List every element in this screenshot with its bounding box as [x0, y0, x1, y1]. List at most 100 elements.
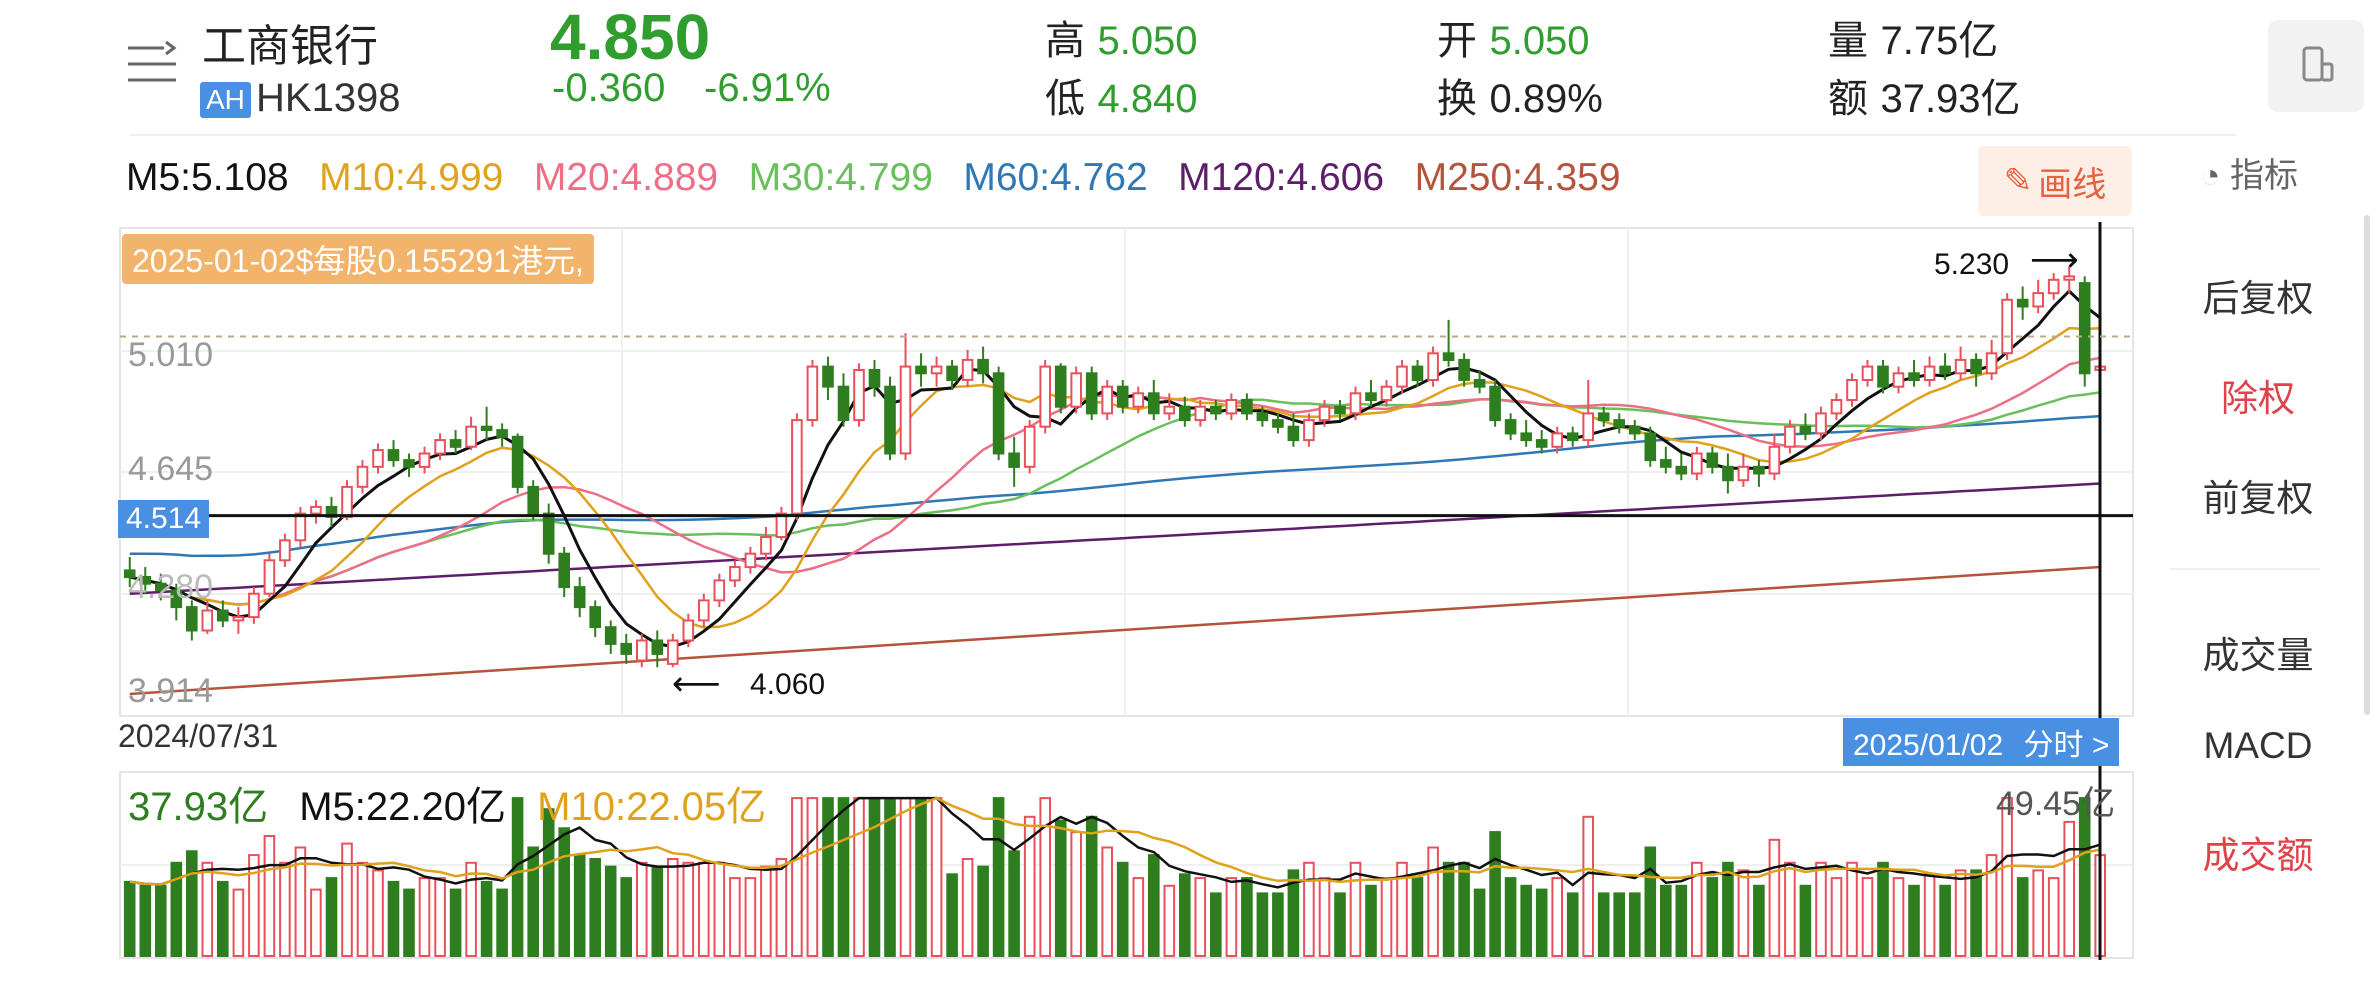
candle-body — [1768, 445, 1781, 475]
candle-body — [915, 365, 927, 375]
volume-bar — [542, 808, 555, 958]
ma60-value: M60:4.762 — [963, 156, 1148, 199]
ma250-value: M250:4.359 — [1414, 156, 1621, 199]
y-tick-3914: 3.914 — [128, 672, 214, 710]
candle-body — [698, 599, 710, 622]
volume-bar — [1892, 877, 1905, 957]
volume-bar — [1597, 892, 1610, 958]
candle-body — [496, 429, 508, 438]
side-item-ex-rights[interactable]: 除权 — [2221, 378, 2295, 419]
ma10-value: M10:4.999 — [319, 156, 504, 199]
open-label: 开 — [1437, 19, 1477, 63]
volume-bar — [480, 880, 493, 958]
volume-bar — [1070, 831, 1083, 957]
ah-badge[interactable]: AH — [200, 82, 251, 118]
volume-bar — [1473, 888, 1486, 957]
draw-line-button[interactable]: ✎ 画线 — [1978, 146, 2132, 216]
volume-bar — [1504, 877, 1517, 957]
volume-bar — [729, 877, 741, 957]
candle-body — [620, 642, 633, 655]
m10-line — [129, 326, 2101, 629]
side-scrollbar[interactable] — [2364, 215, 2370, 715]
volume-bar — [139, 884, 152, 957]
candle-body — [1660, 459, 1672, 468]
volume-bar — [310, 888, 322, 957]
candle-body — [1892, 372, 1905, 388]
candle-body — [2078, 282, 2091, 375]
volume-bar — [1256, 892, 1269, 958]
volume-bar — [341, 842, 353, 957]
candle-body — [604, 626, 617, 645]
volume-bar — [682, 861, 695, 957]
candle-body — [682, 619, 695, 642]
volume-bar — [2032, 869, 2045, 958]
candle-body — [946, 365, 958, 382]
volume-bar — [853, 797, 865, 957]
volume-bar — [1163, 884, 1176, 957]
volume-bar — [217, 880, 229, 958]
ma20-value: M20:4.889 — [533, 156, 719, 199]
volume-bar — [1520, 884, 1533, 957]
m30-line — [129, 391, 2101, 606]
volume-bar — [1923, 873, 1936, 957]
volume-bar — [604, 865, 617, 957]
min-arrow-icon: ⟵ — [672, 665, 721, 703]
turnover-label: 换 — [1437, 77, 1477, 121]
candle-body — [2016, 298, 2029, 308]
landscape-toggle-button[interactable] — [2268, 20, 2364, 112]
candle-body — [1985, 352, 1998, 375]
side-item-amount[interactable]: 成交额 — [2202, 835, 2314, 876]
candles — [123, 266, 2106, 668]
candle-body — [123, 569, 136, 579]
cursor-date-badge[interactable]: 2025/01/02 分时 > — [1843, 718, 2120, 766]
volume-bar — [2001, 797, 2013, 957]
fenshi-link[interactable]: 分时 > — [2023, 729, 2110, 762]
candle-body — [1303, 419, 1315, 442]
candle-body — [1132, 392, 1145, 408]
volume-bar — [2047, 877, 2060, 957]
candle-body — [1039, 365, 1052, 428]
volume-bar — [1380, 877, 1393, 957]
candle-body — [1535, 439, 1548, 448]
volume-bar — [992, 797, 1005, 957]
volume-bar — [1365, 884, 1377, 957]
candle-body — [403, 459, 415, 468]
candle-body — [310, 505, 322, 515]
side-item-forward-adjusted[interactable]: 前复权 — [2202, 478, 2314, 519]
candle-body — [1070, 372, 1083, 408]
amount-value: 37.93亿 — [1880, 77, 2021, 121]
indicator-button[interactable]: ◔ 指标 — [2200, 148, 2298, 197]
high-value: 5.050 — [1097, 19, 1198, 63]
candle-body — [1008, 452, 1020, 468]
candle-body — [139, 576, 152, 585]
candle-body — [1163, 405, 1176, 415]
volume-label: 量 — [1828, 19, 1868, 63]
volume-bar — [744, 877, 757, 957]
menu-icon[interactable] — [126, 40, 178, 88]
volume-bar — [294, 846, 307, 957]
volume-bar — [1768, 838, 1781, 957]
price-change: -0.360 — [552, 66, 666, 110]
side-item-back-adjusted[interactable]: 后复权 — [2202, 278, 2314, 319]
candle-body — [1644, 432, 1657, 462]
m120-line — [129, 482, 2101, 595]
volume-bar — [1737, 869, 1750, 958]
volume-max-label: 49.45亿 — [1996, 785, 2116, 823]
candle-body — [1489, 385, 1501, 422]
volume-bar — [1210, 892, 1222, 958]
candle-body — [263, 559, 276, 595]
volume-bar — [899, 797, 912, 957]
candle-body — [1520, 432, 1533, 442]
m250-line — [129, 565, 2101, 696]
volume-bar — [1644, 846, 1657, 957]
side-item-volume[interactable]: 成交量 — [2202, 635, 2314, 676]
volume-bar — [1582, 815, 1595, 957]
side-item-macd[interactable]: MACD — [2203, 725, 2313, 766]
volume-bar — [1706, 877, 1719, 957]
candle-body — [527, 485, 540, 515]
volume-bar — [1691, 861, 1703, 957]
candle-body — [1923, 365, 1936, 382]
candle-body — [186, 606, 198, 632]
volume-bar — [1194, 877, 1207, 957]
